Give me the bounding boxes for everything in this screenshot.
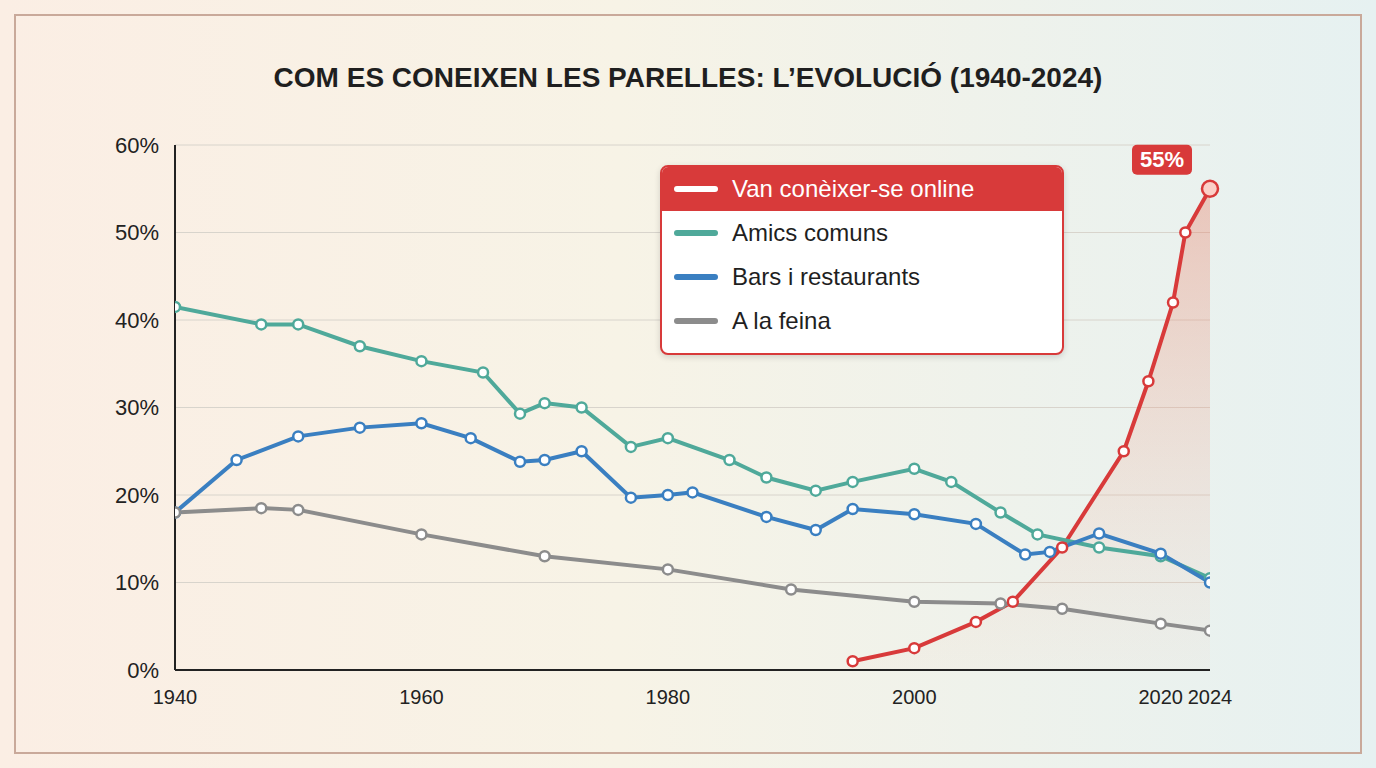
svg-text:1980: 1980 <box>646 686 691 708</box>
svg-text:1940: 1940 <box>153 686 198 708</box>
svg-text:2000: 2000 <box>892 686 937 708</box>
svg-text:55%: 55% <box>1140 147 1184 172</box>
svg-text:10%: 10% <box>115 570 159 595</box>
html-text:Bars i restaurants: Bars i restaurants <box>732 263 921 290</box>
svg-text:50%: 50% <box>115 220 159 245</box>
svg-text:60%: 60% <box>115 133 159 158</box>
svg-text:2020: 2020 <box>1138 686 1183 708</box>
html-text:Van conèixer-se online: Van conèixer-se online <box>732 175 975 202</box>
svg-text:30%: 30% <box>115 395 159 420</box>
svg-text:40%: 40% <box>115 308 159 333</box>
svg-text:20%: 20% <box>115 483 159 508</box>
svg-text:2024: 2024 <box>1188 686 1233 708</box>
html-text:Amics comuns: Amics comuns <box>732 219 888 246</box>
html-text:A la feina: A la feina <box>732 307 831 334</box>
svg-text:1960: 1960 <box>399 686 444 708</box>
html-text:COM ES CONEIXEN LES PARELLES:: COM ES CONEIXEN LES PARELLES: L’EVOLUCIÓ… <box>273 62 1103 93</box>
svg-text:0%: 0% <box>127 658 159 683</box>
